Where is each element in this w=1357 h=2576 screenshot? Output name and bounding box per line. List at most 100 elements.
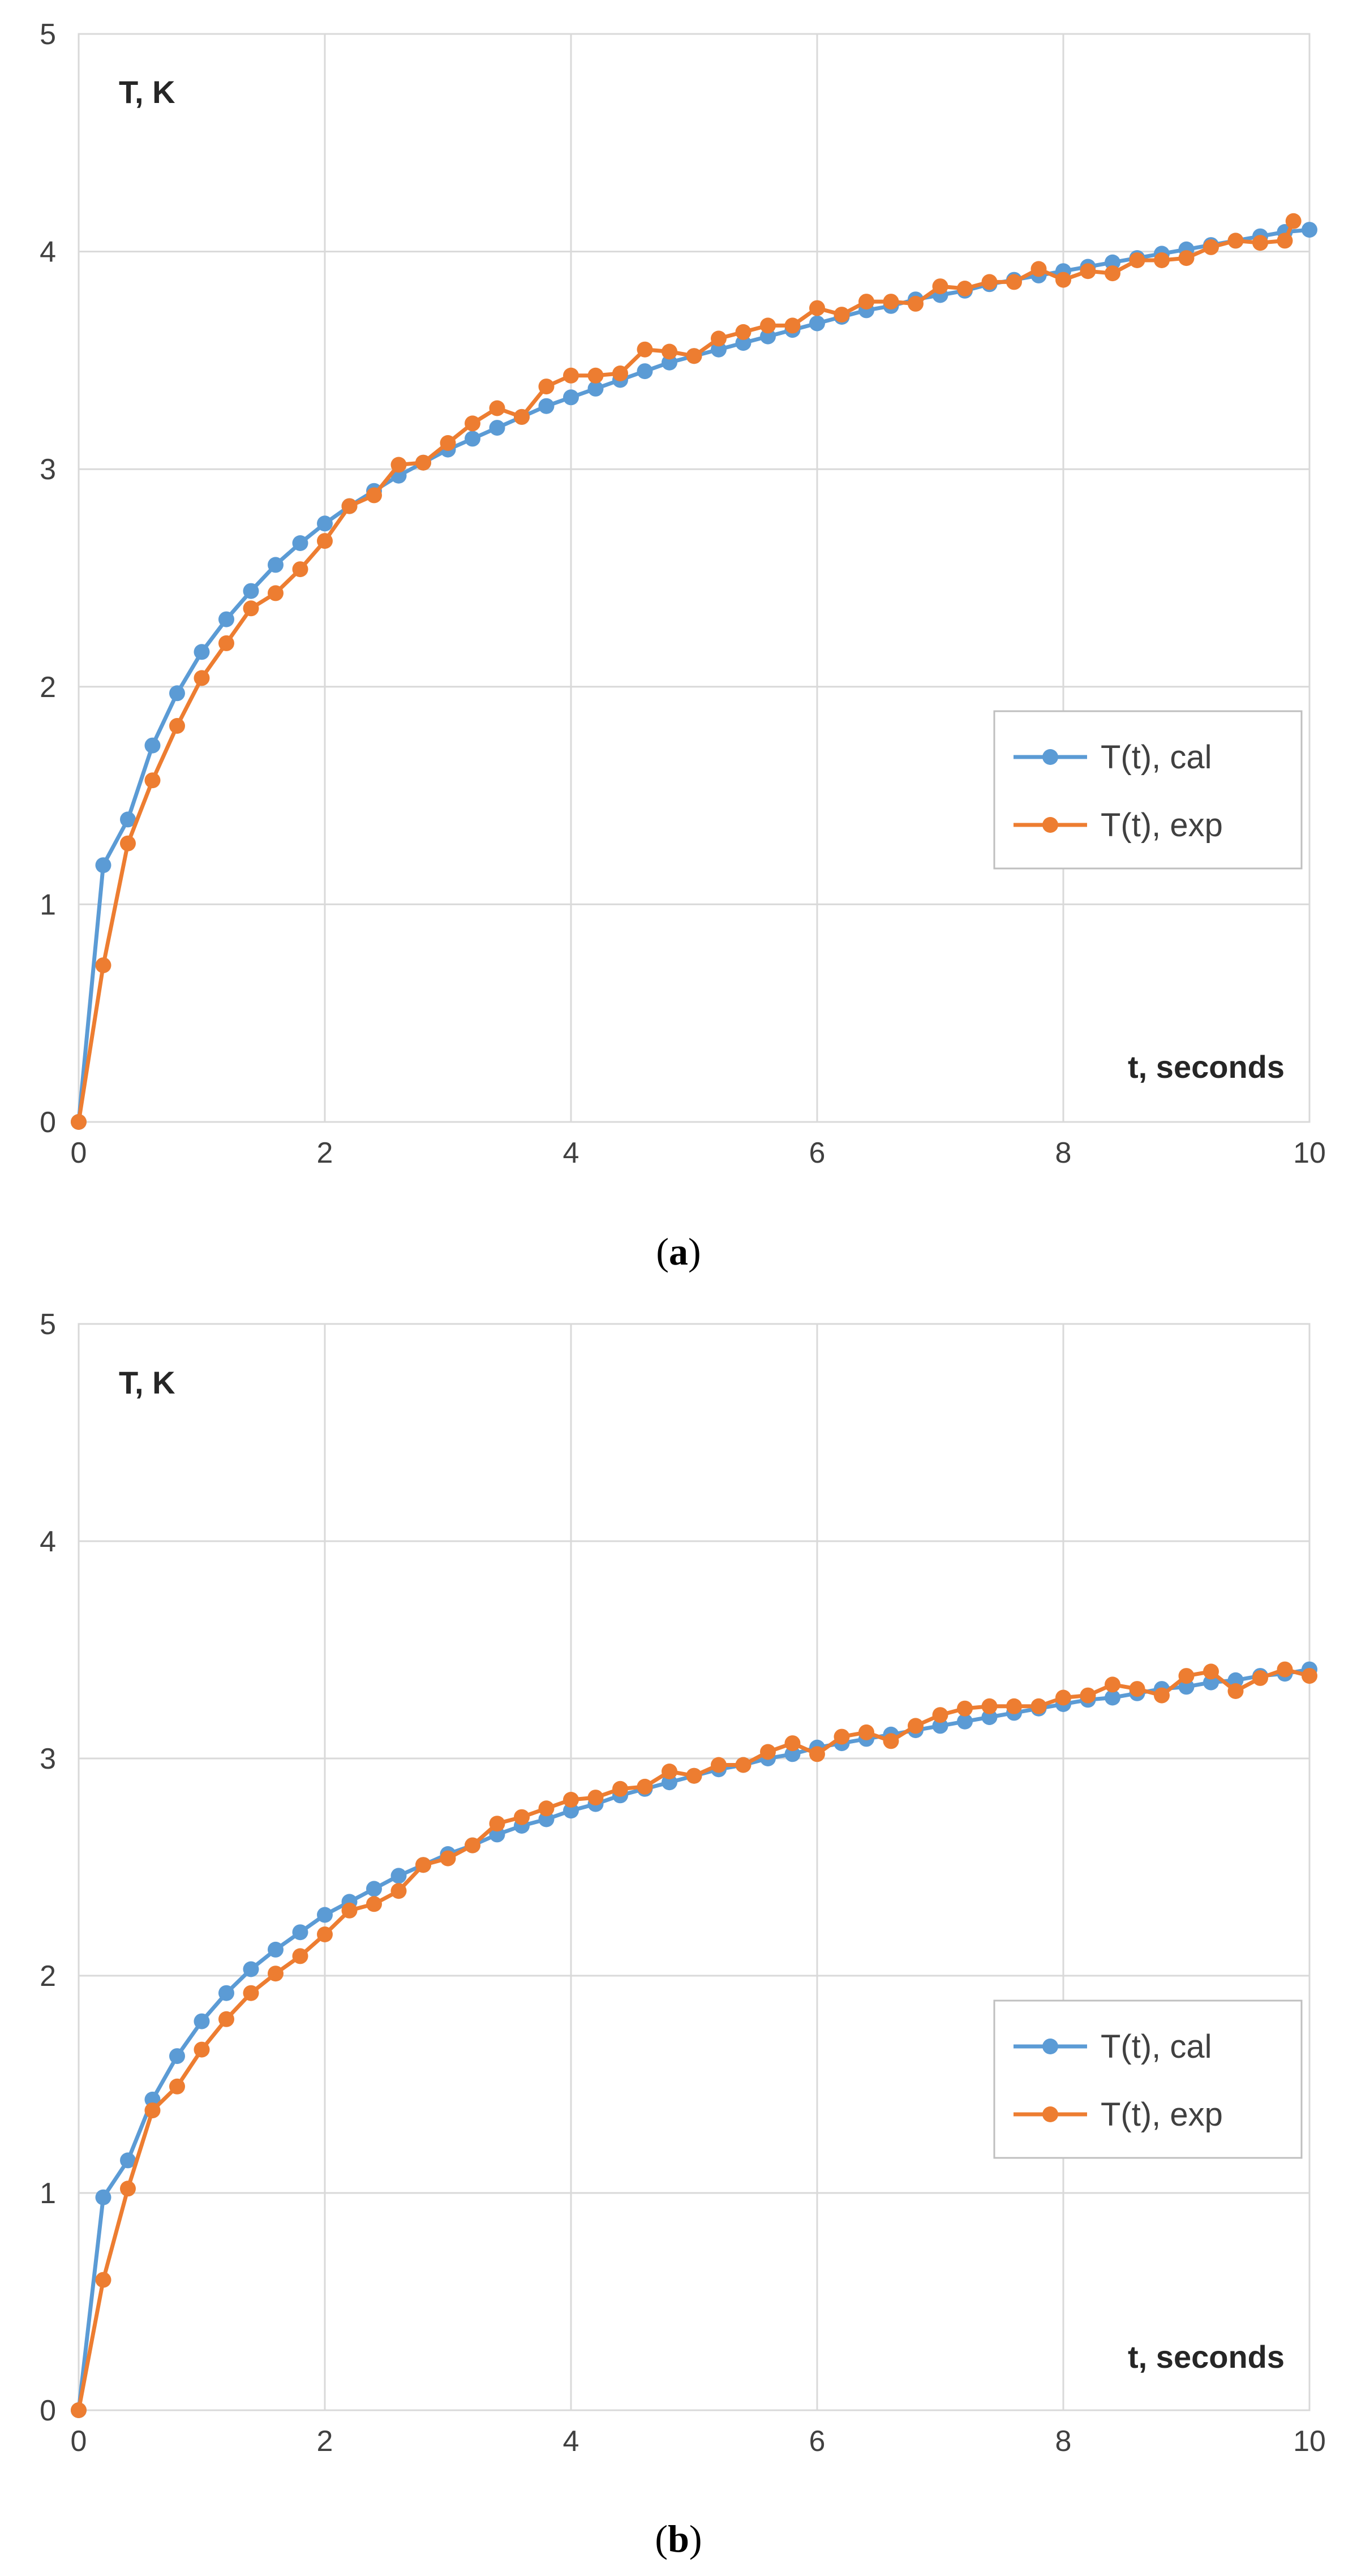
- x-tick-label: 10: [1293, 2425, 1326, 2458]
- series-layer: [71, 1661, 1317, 2418]
- data-point-cal: [218, 611, 234, 627]
- data-point-cal: [809, 315, 825, 332]
- x-tick-labels: 0 2 4 6 8 10: [71, 1137, 1326, 1169]
- data-point-exp: [415, 1857, 431, 1873]
- data-point-exp: [292, 561, 308, 578]
- data-point-exp: [169, 718, 185, 734]
- data-point-exp: [218, 635, 234, 651]
- data-point-exp: [1178, 1668, 1195, 1684]
- data-point-exp: [1285, 213, 1302, 229]
- y-axis-title: T, K: [119, 1365, 175, 1400]
- data-point-exp: [809, 1746, 825, 1762]
- data-point-cal: [957, 1713, 973, 1730]
- data-point-exp: [120, 835, 136, 852]
- data-point-exp: [1006, 274, 1022, 290]
- data-point-cal: [144, 2091, 161, 2108]
- data-point-exp: [390, 457, 407, 473]
- y-tick-label: 2: [40, 671, 56, 704]
- legend-label-cal: T(t), cal: [1101, 739, 1212, 776]
- data-point-exp: [268, 585, 284, 601]
- series-layer: [71, 213, 1317, 1130]
- data-point-cal: [292, 1924, 308, 1941]
- data-point-exp: [71, 1114, 87, 1130]
- data-point-cal: [489, 1826, 505, 1843]
- data-point-exp: [1277, 233, 1293, 249]
- legend-label-exp: T(t), exp: [1101, 807, 1223, 844]
- data-point-exp: [95, 957, 111, 974]
- data-point-exp: [415, 454, 431, 471]
- y-tick-label: 5: [40, 1308, 56, 1341]
- data-point-exp: [489, 400, 505, 416]
- y-tick-label: 2: [40, 1960, 56, 1993]
- legend-box: [993, 710, 1303, 870]
- data-point-exp: [981, 274, 998, 290]
- data-point-exp: [1154, 252, 1170, 268]
- x-tick-label: 0: [71, 1137, 87, 1169]
- x-tick-labels: 0 2 4 6 8 10: [71, 2425, 1326, 2458]
- data-point-exp: [1129, 1681, 1145, 1697]
- data-point-cal: [1178, 1679, 1195, 1695]
- data-point-exp: [612, 365, 628, 381]
- data-point-exp: [144, 2102, 161, 2119]
- data-point-exp: [292, 1948, 308, 1964]
- data-point-cal: [317, 515, 333, 532]
- data-point-exp: [1227, 1683, 1244, 1699]
- legend-marker-cal: [1042, 749, 1058, 765]
- data-point-exp: [637, 341, 653, 358]
- data-point-exp: [169, 2078, 185, 2095]
- data-point-exp: [1055, 272, 1071, 288]
- plot-area: [78, 1323, 1311, 2411]
- data-point-exp: [1129, 252, 1145, 268]
- data-point-exp: [341, 498, 358, 514]
- data-point-exp: [784, 317, 801, 334]
- data-point-exp: [1030, 261, 1047, 277]
- data-point-cal: [1105, 254, 1120, 270]
- data-point-exp: [735, 1757, 751, 1773]
- x-tick-label: 2: [317, 1137, 333, 1169]
- data-point-exp: [662, 343, 677, 360]
- data-point-exp: [1154, 1687, 1170, 1704]
- data-point-exp: [809, 300, 825, 316]
- caption-letter: b: [668, 2517, 689, 2560]
- chart-a: 0 2 4 6 8 10 0 1 2 3 4 5 T, K t, seconds…: [40, 18, 1326, 1273]
- data-point-cal: [1105, 1689, 1120, 1706]
- data-point-exp: [563, 1792, 579, 1808]
- legend-marker-exp: [1042, 817, 1058, 833]
- data-point-exp: [366, 1896, 382, 1912]
- data-point-exp: [612, 1781, 628, 1797]
- x-tick-label: 6: [809, 1137, 826, 1169]
- data-point-exp: [957, 1700, 973, 1717]
- data-point-cal: [268, 1941, 284, 1958]
- data-point-exp: [268, 1966, 284, 1982]
- data-point-cal: [390, 1868, 407, 1884]
- y-tick-labels: 0 1 2 3 4 5: [40, 1308, 56, 2427]
- y-tick-label: 0: [40, 2394, 56, 2427]
- x-tick-label: 2: [317, 2425, 333, 2458]
- data-point-exp: [465, 415, 480, 432]
- data-point-cal: [194, 2013, 210, 2029]
- data-point-cal: [218, 1985, 234, 2001]
- data-point-exp: [883, 294, 899, 310]
- data-point-exp: [735, 324, 751, 340]
- data-point-exp: [760, 1744, 776, 1760]
- data-point-cal: [587, 380, 604, 397]
- data-point-cal: [194, 644, 210, 660]
- data-point-exp: [1277, 1661, 1293, 1678]
- x-tick-label: 0: [71, 2425, 87, 2458]
- data-point-exp: [587, 1790, 604, 1806]
- data-point-exp: [1252, 1670, 1268, 1686]
- y-tick-label: 4: [40, 236, 56, 269]
- x-tick-label: 8: [1055, 1137, 1072, 1169]
- y-tick-label: 4: [40, 1525, 56, 1558]
- x-axis-title: t, seconds: [1128, 1049, 1285, 1085]
- data-point-exp: [858, 1724, 874, 1740]
- y-tick-label: 3: [40, 1743, 56, 1775]
- legend-label-cal: T(t), cal: [1101, 2028, 1212, 2065]
- data-point-exp: [1302, 1668, 1317, 1684]
- data-point-cal: [169, 2048, 185, 2065]
- data-point-exp: [366, 487, 382, 504]
- data-point-exp: [194, 670, 210, 686]
- data-point-cal: [1203, 1674, 1219, 1691]
- x-tick-label: 4: [563, 1137, 579, 1169]
- chart-b: 0 2 4 6 8 10 0 1 2 3 4 5 T, K t, seconds…: [40, 1308, 1326, 2560]
